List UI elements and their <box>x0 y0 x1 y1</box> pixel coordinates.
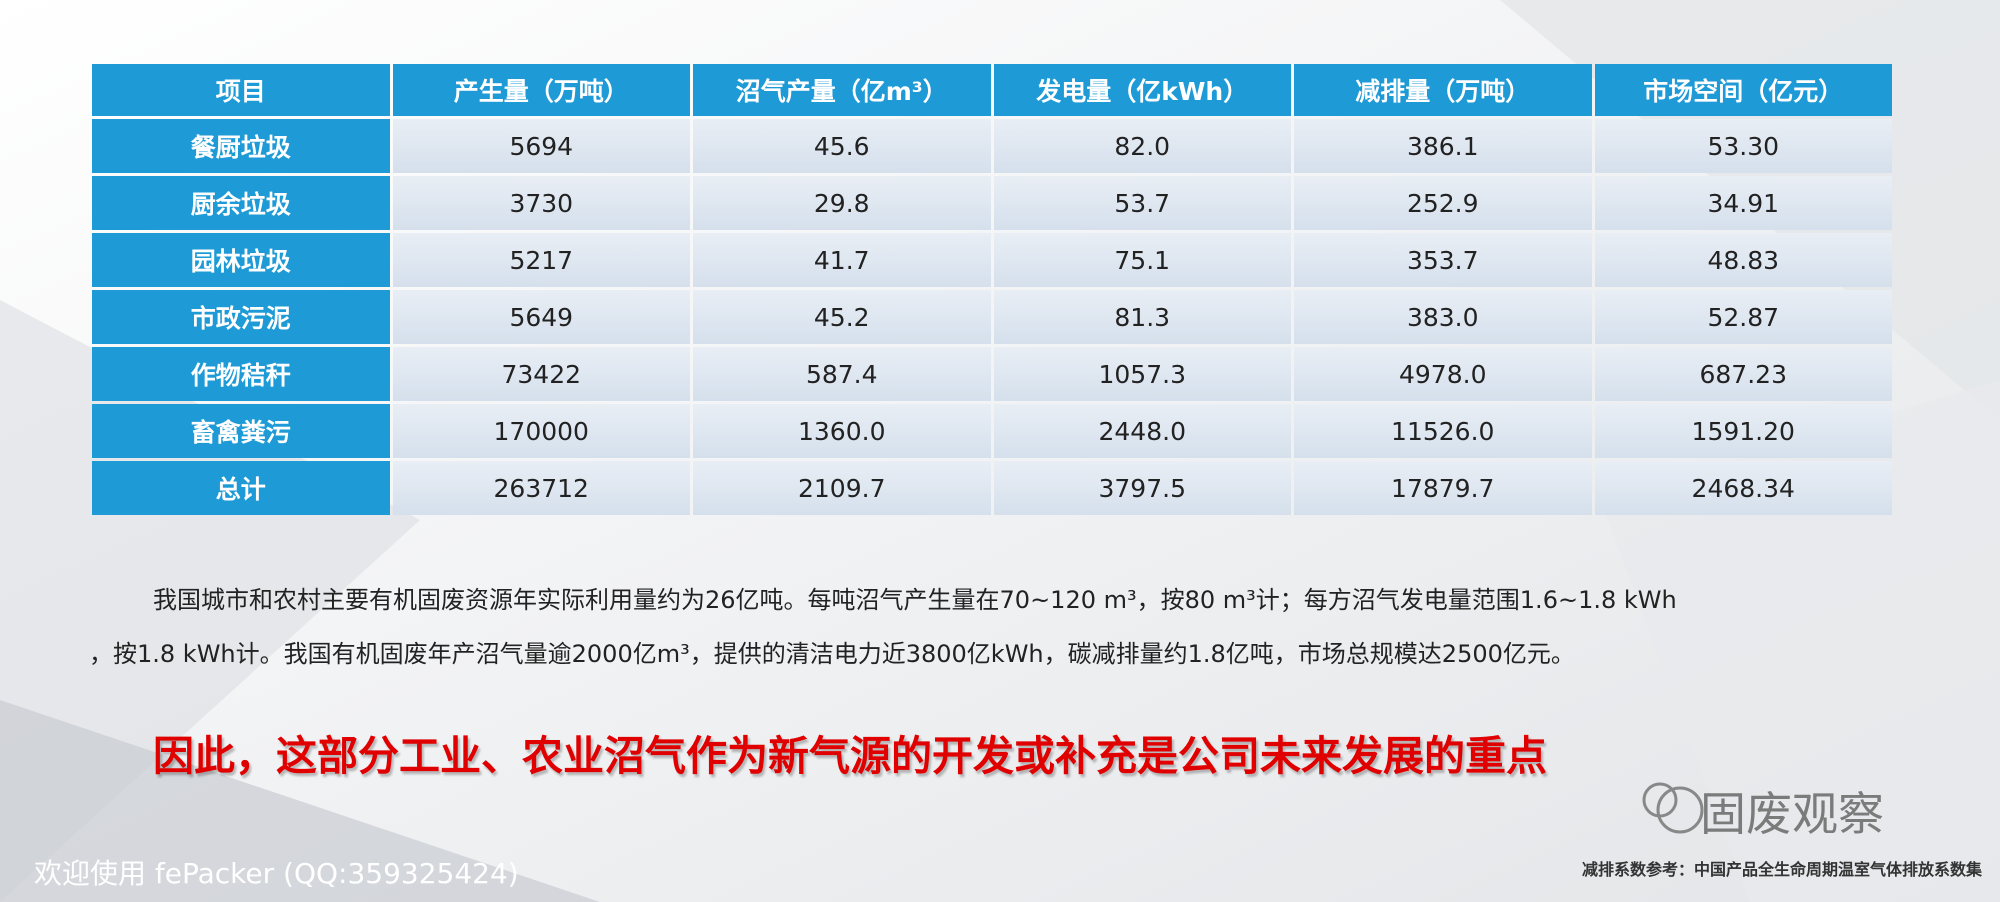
table-cell: 45.2 <box>693 290 991 344</box>
table-cell: 1057.3 <box>993 347 1291 401</box>
header-row: 项目 产生量（万吨） 沼气产量（亿m³） 发电量（亿kWh） 减排量（万吨） 市场空间（亿… <box>92 64 1892 116</box>
table-cell: 29.8 <box>693 176 991 230</box>
table-cell: 48.83 <box>1594 233 1892 287</box>
table-cell: 2109.7 <box>693 461 991 515</box>
table-row: 畜禽粪污 170000 1360.0 2448.0 11526.0 1591.20 <box>92 404 1892 458</box>
row-label: 畜禽粪污 <box>92 404 390 458</box>
table-cell: 687.23 <box>1594 347 1892 401</box>
headline: 因此，这部分工业、农业沼气作为新气源的开发或补充是公司未来发展的重点 <box>153 732 1547 780</box>
table-cell: 3730 <box>392 176 690 230</box>
header-cell: 项目 <box>92 64 390 116</box>
table-cell: 75.1 <box>993 233 1291 287</box>
table-cell: 386.1 <box>1294 119 1592 173</box>
table-cell: 353.7 <box>1294 233 1592 287</box>
table-row: 园林垃圾 5217 41.7 75.1 353.7 48.83 <box>92 233 1892 287</box>
table-row: 总计 263712 2109.7 3797.5 17879.7 2468.34 <box>92 461 1892 515</box>
table-cell: 5649 <box>392 290 690 344</box>
row-label: 厨余垃圾 <box>92 176 390 230</box>
header-cell: 沼气产量（亿m³） <box>693 64 991 116</box>
header-cell: 市场空间（亿元） <box>1594 64 1892 116</box>
table-cell: 1360.0 <box>693 404 991 458</box>
table-cell: 170000 <box>392 404 690 458</box>
data-table: 项目 产生量（万吨） 沼气产量（亿m³） 发电量（亿kWh） 减排量（万吨） 市场空间（亿… <box>89 61 1895 518</box>
table-row: 作物秸秆 73422 587.4 1057.3 4978.0 687.23 <box>92 347 1892 401</box>
row-label: 总计 <box>92 461 390 515</box>
table-cell: 2448.0 <box>993 404 1291 458</box>
table-row: 市政污泥 5649 45.2 81.3 383.0 52.87 <box>92 290 1892 344</box>
table-cell: 53.30 <box>1594 119 1892 173</box>
table-cell: 383.0 <box>1294 290 1592 344</box>
paragraph-line: 我国城市和农村主要有机固废资源年实际利用量约为26亿吨。每吨沼气产生量在70~1… <box>153 586 1677 614</box>
table-cell: 1591.20 <box>1594 404 1892 458</box>
row-label: 市政污泥 <box>92 290 390 344</box>
table-cell: 53.7 <box>993 176 1291 230</box>
table-cell: 82.0 <box>993 119 1291 173</box>
row-label: 餐厨垃圾 <box>92 119 390 173</box>
table-cell: 5694 <box>392 119 690 173</box>
table-cell: 41.7 <box>693 233 991 287</box>
header-cell: 发电量（亿kWh） <box>993 64 1291 116</box>
table-cell: 52.87 <box>1594 290 1892 344</box>
table-cell: 3797.5 <box>993 461 1291 515</box>
table-cell: 81.3 <box>993 290 1291 344</box>
table-cell: 34.91 <box>1594 176 1892 230</box>
table-cell: 2468.34 <box>1594 461 1892 515</box>
table-cell: 252.9 <box>1294 176 1592 230</box>
header-cell: 产生量（万吨） <box>392 64 690 116</box>
row-label: 园林垃圾 <box>92 233 390 287</box>
table-cell: 45.6 <box>693 119 991 173</box>
table-cell: 17879.7 <box>1294 461 1592 515</box>
table-cell: 11526.0 <box>1294 404 1592 458</box>
paragraph-line: ，按1.8 kWh计。我国有机固废年产沼气量逾2000亿m³，提供的清洁电力近3… <box>89 640 1575 668</box>
footer-right: 减排系数参考：中国产品全生命周期温室气体排放系数集 <box>1581 860 1982 879</box>
footer-left: 欢迎使用 fePacker (QQ:359325424) <box>34 857 519 890</box>
table-cell: 263712 <box>392 461 690 515</box>
watermark: 固废观察 <box>1700 787 1884 841</box>
table-cell: 587.4 <box>693 347 991 401</box>
table-cell: 73422 <box>392 347 690 401</box>
table-row: 厨余垃圾 3730 29.8 53.7 252.9 34.91 <box>92 176 1892 230</box>
table-cell: 4978.0 <box>1294 347 1592 401</box>
table-row: 餐厨垃圾 5694 45.6 82.0 386.1 53.30 <box>92 119 1892 173</box>
table-cell: 5217 <box>392 233 690 287</box>
header-cell: 减排量（万吨） <box>1294 64 1592 116</box>
row-label: 作物秸秆 <box>92 347 390 401</box>
